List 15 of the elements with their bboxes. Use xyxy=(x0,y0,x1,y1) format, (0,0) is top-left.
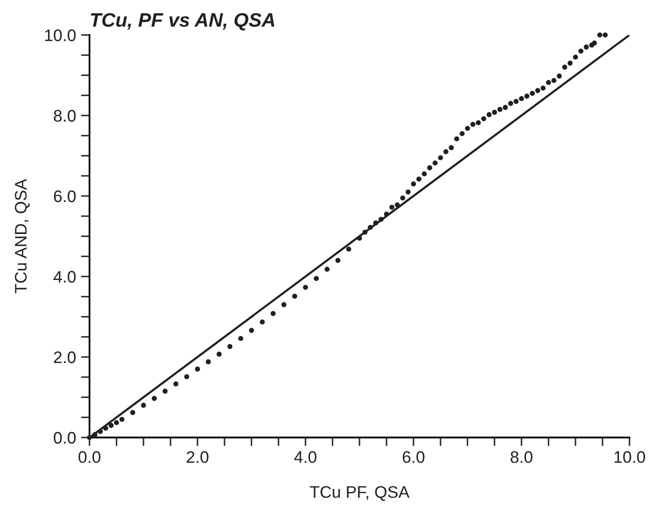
y-tick-label: 8.0 xyxy=(54,110,76,122)
x-tick-label: 0.0 xyxy=(78,451,100,463)
x-tick-label: 8.0 xyxy=(510,451,532,463)
x-tick-label: 4.0 xyxy=(294,451,316,463)
y-tick-label: 4.0 xyxy=(54,270,76,283)
chart-title: TCu, PF vs AN, QSA xyxy=(90,13,274,30)
y-tick-label: 6.0 xyxy=(54,190,76,202)
x-tick-label: 10.0 xyxy=(614,451,646,463)
y-axis-title: TCu AND, QSA xyxy=(14,178,30,294)
y-tick-label: 10.0 xyxy=(45,29,76,42)
x-tick-label: 6.0 xyxy=(402,451,424,463)
y-tick-label: 0.0 xyxy=(54,432,76,444)
y-tick-label: 2.0 xyxy=(54,351,76,364)
x-tick-label: 2.0 xyxy=(186,451,208,463)
x-axis-title: TCu PF, QSA xyxy=(310,486,410,501)
